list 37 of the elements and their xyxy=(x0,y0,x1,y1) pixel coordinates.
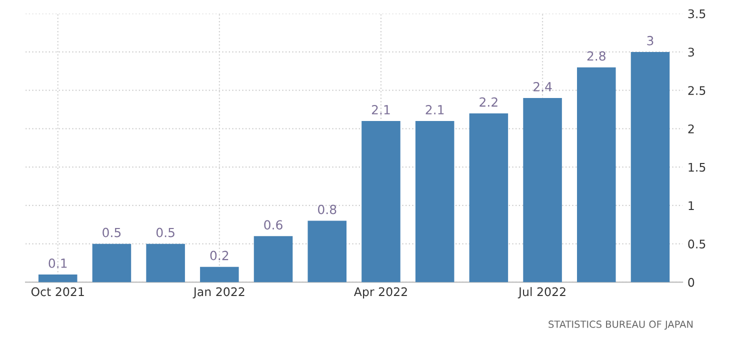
bar xyxy=(415,121,454,282)
bar xyxy=(92,244,132,282)
x-tick-label: Jul 2022 xyxy=(518,287,566,298)
x-tick-label: Jan 2022 xyxy=(192,287,244,298)
data-label: 2.4 xyxy=(534,82,552,92)
bar xyxy=(254,236,293,282)
data-label: 2.1 xyxy=(426,104,444,114)
y-tick-label: 2.5 xyxy=(688,86,706,95)
y-tick-label: 1 xyxy=(688,201,694,210)
data-label: 2.8 xyxy=(587,51,606,61)
y-tick-label: 3.5 xyxy=(688,9,706,18)
bar xyxy=(308,220,347,282)
bar xyxy=(362,121,400,282)
bar xyxy=(630,52,670,282)
y-tick-label: 3 xyxy=(688,48,694,57)
y-tick-label: 1.5 xyxy=(688,162,706,172)
bar xyxy=(200,266,239,282)
x-tick-label: Oct 2021 xyxy=(31,287,84,296)
data-label: 0.1 xyxy=(48,258,67,268)
y-tick-label: 2 xyxy=(688,124,694,134)
bar xyxy=(523,98,562,282)
bar xyxy=(38,274,78,282)
data-label: 2.1 xyxy=(372,104,390,114)
y-tick-label: 0.5 xyxy=(688,240,706,248)
data-label: 0.2 xyxy=(210,250,228,260)
data-label: 0.5 xyxy=(102,228,121,238)
data-label: 0.6 xyxy=(264,220,282,230)
y-tick-label: 0 xyxy=(688,278,694,287)
x-tick-label: Apr 2022 xyxy=(354,287,407,298)
bar xyxy=(146,244,185,282)
data-label: 2.2 xyxy=(480,97,498,107)
bar xyxy=(469,113,508,282)
bar xyxy=(577,67,616,282)
data-label: 3 xyxy=(647,36,654,46)
text: STATISTICS BUREAU OF JAPAN xyxy=(548,320,693,330)
data-label: 0.8 xyxy=(318,204,336,214)
data-label: 0.5 xyxy=(156,228,174,238)
